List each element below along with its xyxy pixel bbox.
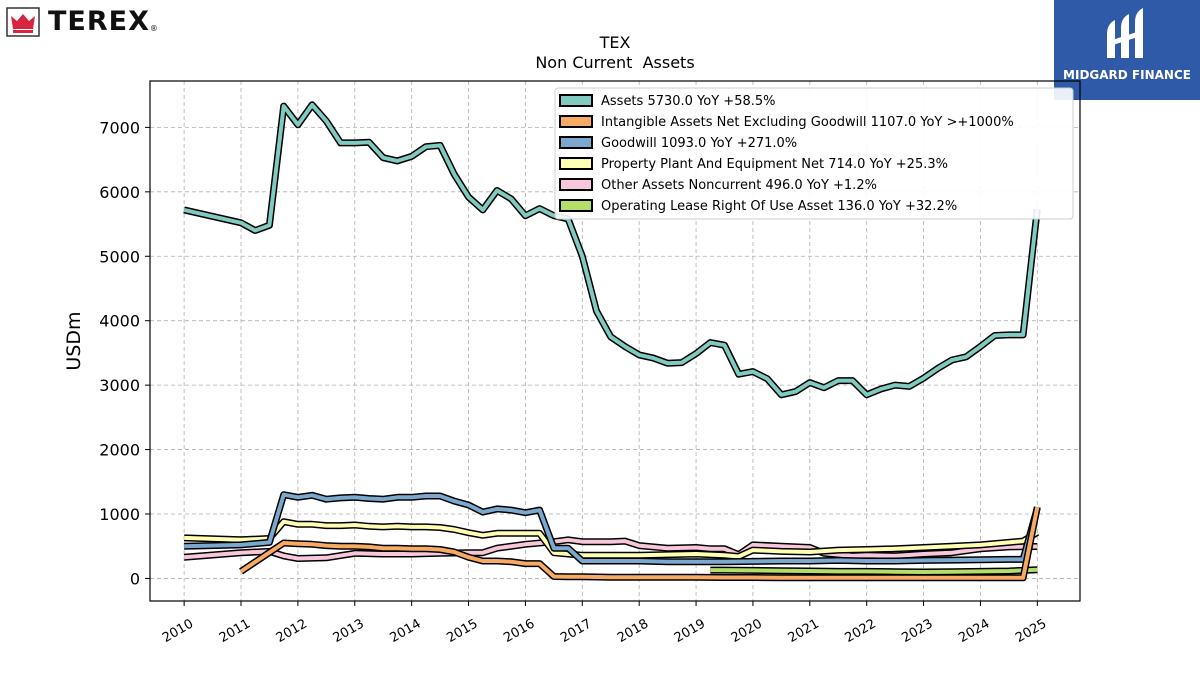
plot-area-frame [149, 80, 1081, 602]
x-tick-label: 2023 [899, 616, 935, 646]
chart-subtitle: Non Current Assets [535, 53, 694, 72]
x-tick-label: 2012 [274, 616, 310, 646]
publisher-name: MIDGARD FINANCE [1063, 68, 1191, 82]
y-axis: 0 1000 2000 3000 4000 5000 6000 7000 [99, 118, 150, 588]
y-axis-label: USDm [63, 311, 85, 370]
x-tick-label: 2015 [444, 616, 480, 646]
series-line [183, 537, 1038, 561]
midgard-mark-icon [1107, 8, 1143, 58]
x-tick-label: 2013 [331, 616, 367, 646]
legend-swatch [559, 199, 593, 212]
y-tick-label: 0 [130, 569, 140, 588]
x-tick-label: 2016 [501, 616, 537, 646]
x-tick-label: 2019 [672, 616, 708, 646]
y-tick-label: 7000 [99, 118, 140, 137]
legend-label: Operating Lease Right Of Use Asset 136.0… [601, 199, 957, 214]
chart-title: TEX [599, 33, 631, 52]
legend-swatch [559, 178, 593, 191]
series-line [239, 506, 1040, 580]
x-tick-label: 2014 [387, 616, 423, 646]
legend-box [554, 87, 1074, 220]
registered-mark: ® [149, 24, 158, 33]
legend-label: Assets 5730.0 YoY +58.5% [601, 94, 776, 109]
x-tick-label: 2011 [217, 616, 253, 646]
y-tick-label: 5000 [99, 247, 140, 266]
company-name: TEREX [48, 6, 150, 37]
legend-swatch [559, 94, 593, 107]
x-tick-label: 2021 [786, 616, 822, 646]
x-tick-label: 2020 [729, 616, 765, 646]
series-line [184, 492, 1040, 564]
series-line [184, 519, 1039, 559]
legend-label: Intangible Assets Net Excluding Goodwill… [601, 115, 1014, 130]
x-tick-label: 2017 [558, 616, 594, 646]
legend-swatch [559, 136, 593, 149]
legend-label: Other Assets Noncurrent 496.0 YoY +1.2% [601, 178, 877, 193]
series-line [183, 102, 1040, 397]
x-tick-label: 2010 [160, 616, 196, 646]
legend-label: Property Plant And Equipment Net 714.0 Y… [601, 157, 948, 172]
legend-swatch [559, 115, 593, 128]
terex-crown-icon [6, 6, 40, 37]
x-tick-label: 2018 [615, 616, 651, 646]
y-tick-label: 6000 [99, 183, 140, 202]
series-line [710, 567, 1038, 574]
x-tick-label: 2022 [843, 616, 879, 646]
terex-logo: TEREX ® [6, 6, 158, 37]
y-tick-label: 2000 [99, 441, 140, 460]
x-axis: 2010 2011 2012 2013 2014 2015 2016 2017 2018 2019… [160, 601, 1049, 646]
y-tick-label: 4000 [99, 312, 140, 331]
x-tick-label: 2025 [1013, 616, 1049, 646]
series-lines [183, 101, 1041, 582]
legend-swatch [559, 157, 593, 170]
y-tick-label: 1000 [99, 505, 140, 524]
legend-label: Goodwill 1093.0 YoY +271.0% [601, 136, 797, 151]
x-tick-label: 2024 [956, 616, 992, 646]
legend: Assets 5730.0 YoY +58.5% Intangible Asset… [554, 87, 1074, 220]
midgard-finance-logo: MIDGARD FINANCE [1054, 0, 1200, 100]
y-tick-label: 3000 [99, 376, 140, 395]
